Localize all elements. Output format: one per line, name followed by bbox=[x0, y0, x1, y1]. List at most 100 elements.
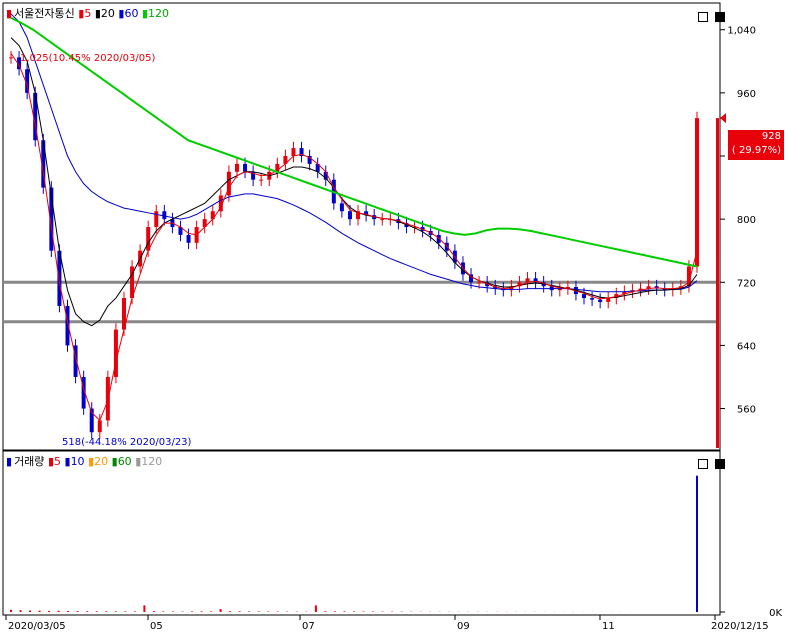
volume-bar bbox=[248, 611, 251, 612]
candle-body bbox=[315, 163, 320, 172]
last-price-badge: 928 ( 29.97%) bbox=[728, 130, 784, 160]
candle-body bbox=[259, 179, 264, 181]
candle-body bbox=[598, 299, 603, 302]
y-tick-label: 1,040 bbox=[727, 26, 756, 37]
volume-bar bbox=[191, 611, 194, 612]
last-price: 928 bbox=[761, 131, 781, 142]
candle-body bbox=[622, 291, 627, 295]
candle-body bbox=[73, 345, 78, 377]
candle-body bbox=[210, 211, 215, 220]
legend-ma120: 120 bbox=[148, 7, 170, 20]
y-tick-label: 560 bbox=[737, 405, 756, 416]
candle-body bbox=[646, 286, 651, 289]
high-annotation: 1,025(10.45% 2020/03/05) bbox=[20, 53, 156, 64]
last-price-bar bbox=[716, 118, 719, 448]
last-price-arrow bbox=[720, 113, 726, 124]
candle-body bbox=[130, 266, 135, 299]
candle-body bbox=[41, 140, 46, 188]
candle-body bbox=[364, 211, 369, 216]
candle-body bbox=[380, 219, 385, 221]
x-tick-label: 07 bbox=[302, 621, 315, 632]
candle-body bbox=[146, 227, 151, 251]
volume-bar bbox=[324, 611, 327, 612]
y-tick-label: 720 bbox=[737, 278, 756, 289]
candle-body bbox=[202, 219, 207, 228]
candle-body bbox=[97, 420, 102, 433]
candle-body bbox=[436, 234, 441, 243]
candle-body bbox=[477, 282, 482, 284]
volume-bar bbox=[95, 611, 98, 612]
x-tick-label: 2020/12/15 bbox=[711, 621, 769, 632]
legend-ma60: 60 bbox=[124, 7, 139, 20]
candle-body bbox=[17, 57, 22, 70]
volume-bar bbox=[333, 611, 336, 612]
vol-legend-ma60: 60 bbox=[117, 455, 132, 468]
ma5-line bbox=[10, 53, 698, 422]
volume-bar bbox=[257, 611, 260, 612]
candle-body bbox=[243, 163, 248, 172]
volume-bar bbox=[38, 610, 41, 612]
candle-body bbox=[339, 203, 344, 212]
vol-legend-ma120: 120 bbox=[141, 455, 163, 468]
volume-bar bbox=[19, 610, 22, 612]
maximize-button[interactable] bbox=[698, 459, 708, 469]
candle-body bbox=[121, 298, 126, 330]
close-button[interactable] bbox=[715, 12, 726, 22]
volume-bar bbox=[171, 611, 174, 612]
x-tick-label: 09 bbox=[457, 621, 470, 632]
volume-bar bbox=[10, 609, 12, 612]
candle-body bbox=[347, 211, 352, 220]
ma60-line bbox=[10, 13, 698, 293]
candle-body bbox=[356, 211, 361, 220]
volume-panel-frame bbox=[2, 450, 721, 616]
volume-bar bbox=[152, 611, 155, 612]
low-annotation: 518(-44.18% 2020/03/23) bbox=[62, 437, 192, 448]
candle-body bbox=[662, 288, 667, 291]
candle-body bbox=[517, 282, 522, 287]
candle-body bbox=[113, 329, 118, 377]
price-panel-frame bbox=[2, 2, 721, 451]
volume-bar bbox=[314, 605, 317, 612]
volume-bar bbox=[238, 611, 241, 612]
close-button[interactable] bbox=[715, 459, 726, 469]
volume-name: 거래량 bbox=[14, 455, 45, 468]
candle-body bbox=[25, 69, 30, 93]
y-tick-label: 960 bbox=[737, 89, 756, 100]
volume-bar bbox=[76, 611, 79, 612]
candle-body bbox=[606, 298, 611, 302]
candle-body bbox=[590, 298, 595, 300]
volume-panel-buttons bbox=[698, 454, 726, 473]
candle-body bbox=[234, 163, 239, 172]
candle-body bbox=[226, 171, 231, 196]
volume-bar bbox=[353, 611, 355, 612]
volume-bar bbox=[200, 611, 203, 612]
volume-bar bbox=[143, 605, 146, 612]
volume-bar bbox=[57, 610, 60, 612]
x-tick-label: 05 bbox=[150, 621, 163, 632]
vol-legend-ma20: 20 bbox=[94, 455, 109, 468]
volume-bar bbox=[229, 611, 232, 612]
candle-body bbox=[89, 408, 94, 433]
volume-bar bbox=[67, 610, 70, 612]
candle-body bbox=[283, 156, 288, 164]
volume-bar bbox=[210, 611, 213, 612]
candle-body bbox=[65, 305, 70, 346]
volume-bar bbox=[133, 611, 136, 612]
candle-body bbox=[469, 274, 474, 283]
candle-body bbox=[686, 266, 691, 287]
volume-bar bbox=[114, 611, 117, 612]
candle-body bbox=[81, 376, 86, 409]
legend-ma20: 20 bbox=[100, 7, 115, 20]
price-legend: 호 ▮서울전자통신 ▮5 ▮20 ▮60 ▮120 bbox=[6, 7, 170, 20]
candle-body bbox=[291, 148, 296, 156]
y-tick-label: 640 bbox=[737, 341, 756, 352]
maximize-button[interactable] bbox=[698, 12, 708, 22]
ma120-line bbox=[10, 16, 698, 268]
volume-bar bbox=[124, 611, 127, 612]
vol-y-tick-label: 0K bbox=[769, 608, 782, 619]
volume-bar bbox=[86, 611, 89, 612]
candle-body bbox=[275, 163, 280, 172]
ma20-line bbox=[10, 37, 698, 327]
candle-body bbox=[178, 227, 183, 235]
